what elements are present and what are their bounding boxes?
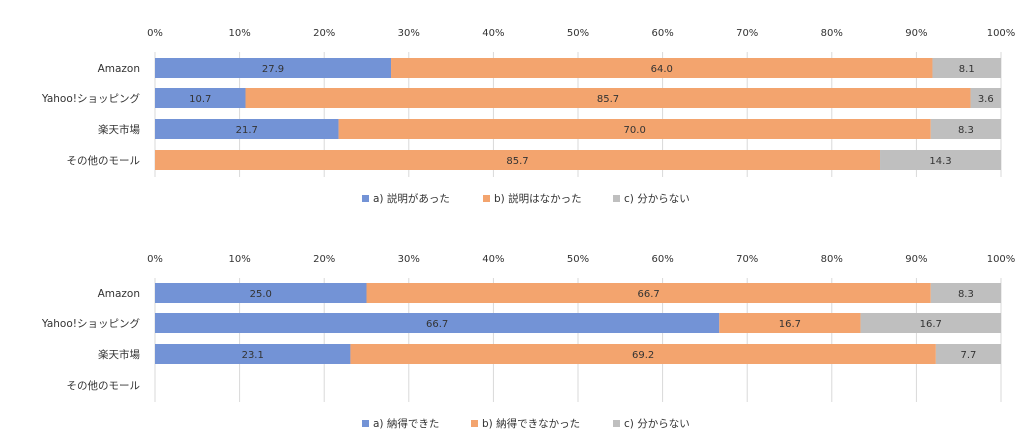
- chart2-bar-segment: [366, 283, 931, 303]
- chart2-data-label: 16.7: [920, 319, 942, 330]
- chart2-data-label: 66.7: [638, 289, 660, 300]
- chart1-bar-segment: [970, 88, 1001, 108]
- chart1-legend-label: b) 説明はなかった: [494, 192, 582, 205]
- chart2-category-label: Amazon: [98, 288, 140, 300]
- chart1-category-label: 楽天市場: [98, 123, 140, 136]
- chart1-x-tick-label: 30%: [398, 28, 420, 39]
- chart2-data-label: 25.0: [250, 289, 272, 300]
- chart1-category-label: Yahoo!ショッピング: [41, 92, 141, 105]
- chart2-x-tick-label: 0%: [147, 254, 163, 265]
- chart2-bar-segment: [155, 313, 720, 333]
- chart2-x-tick-label: 20%: [313, 254, 335, 265]
- chart2-data-label: 69.2: [632, 350, 654, 361]
- chart1-data-label: 64.0: [651, 64, 673, 75]
- chart2-data-label: 7.7: [960, 350, 976, 361]
- chart1-data-label: 70.0: [624, 125, 646, 136]
- chart2-bar-segment: [930, 283, 1001, 303]
- chart1-x-tick-label: 40%: [482, 28, 504, 39]
- chart1-bar-segment: [155, 58, 392, 78]
- chart1-data-label: 8.3: [958, 125, 974, 136]
- chart2-bar-segment: [935, 344, 1001, 364]
- chart2-data-label: 8.3: [958, 289, 974, 300]
- chart2-legend-swatch: [613, 420, 620, 427]
- chart2-x-tick-label: 10%: [228, 254, 250, 265]
- chart2-x-tick-label: 100%: [987, 254, 1016, 265]
- chart2-x-tick-label: 50%: [567, 254, 589, 265]
- chart1-x-tick-label: 70%: [736, 28, 758, 39]
- chart2-x-tick-label: 30%: [398, 254, 420, 265]
- chart2-legend-label: a) 納得できた: [373, 417, 439, 430]
- chart1-bar-segment: [932, 58, 1001, 78]
- chart1-data-label: 85.7: [597, 94, 619, 105]
- chart1-bar-segment: [391, 58, 933, 78]
- chart1-category-label: その他のモール: [67, 154, 141, 167]
- chart2-x-tick-label: 70%: [736, 254, 758, 265]
- chart2-data-label: 66.7: [426, 319, 448, 330]
- chart2-bar-segment: [860, 313, 1001, 333]
- chart2-x-tick-label: 40%: [482, 254, 504, 265]
- chart1-x-tick-label: 90%: [905, 28, 927, 39]
- chart1-data-label: 21.7: [236, 125, 258, 136]
- chart1-x-tick-label: 0%: [147, 28, 163, 39]
- chart2-bar-segment: [155, 344, 351, 364]
- chart2-bar-segment: [155, 283, 367, 303]
- chart1-x-tick-label: 100%: [987, 28, 1016, 39]
- chart1-data-label: 27.9: [262, 64, 284, 75]
- chart2-data-label: 23.1: [242, 350, 264, 361]
- chart2-legend-label: b) 納得できなかった: [482, 417, 580, 430]
- chart2-legend-swatch: [471, 420, 478, 427]
- chart1-legend-label: a) 説明があった: [373, 192, 450, 205]
- chart2-bar-segment: [350, 344, 936, 364]
- chart1-bar-segment: [155, 119, 339, 139]
- chart2-bar-segment: [719, 313, 861, 333]
- chart1-x-tick-label: 80%: [821, 28, 843, 39]
- chart1-x-tick-label: 60%: [651, 28, 673, 39]
- chart1-x-tick-label: 20%: [313, 28, 335, 39]
- chart1-bar-segment: [930, 119, 1001, 139]
- chart2-category-label: Yahoo!ショッピング: [41, 317, 141, 330]
- chart1-x-tick-label: 50%: [567, 28, 589, 39]
- chart2-legend-label: c) 分からない: [624, 418, 690, 430]
- chart2-data-label: 16.7: [779, 319, 801, 330]
- chart1-data-label: 3.6: [978, 94, 994, 105]
- chart1-data-label: 10.7: [189, 94, 211, 105]
- chart1-legend-swatch: [613, 195, 620, 202]
- chart2-category-label: その他のモール: [67, 379, 141, 392]
- chart1-category-label: Amazon: [98, 63, 140, 75]
- chart1-data-label: 8.1: [959, 64, 975, 75]
- chart1-x-tick-label: 10%: [228, 28, 250, 39]
- chart1-bar-segment: [155, 150, 881, 170]
- chart1-legend-label: c) 分からない: [624, 193, 690, 205]
- chart1-bar-segment: [155, 88, 246, 108]
- chart1-bar-segment: [245, 88, 971, 108]
- chart2-x-tick-label: 60%: [651, 254, 673, 265]
- chart2-x-tick-label: 80%: [821, 254, 843, 265]
- chart1-bar-segment: [880, 150, 1001, 170]
- chart1-legend-swatch: [362, 195, 369, 202]
- chart1-legend-swatch: [483, 195, 490, 202]
- chart1-data-label: 85.7: [506, 156, 528, 167]
- chart2-x-tick-label: 90%: [905, 254, 927, 265]
- chart2-category-label: 楽天市場: [98, 348, 140, 361]
- chart1-bar-segment: [338, 119, 931, 139]
- chart2-legend-swatch: [362, 420, 369, 427]
- chart1-data-label: 14.3: [929, 156, 951, 167]
